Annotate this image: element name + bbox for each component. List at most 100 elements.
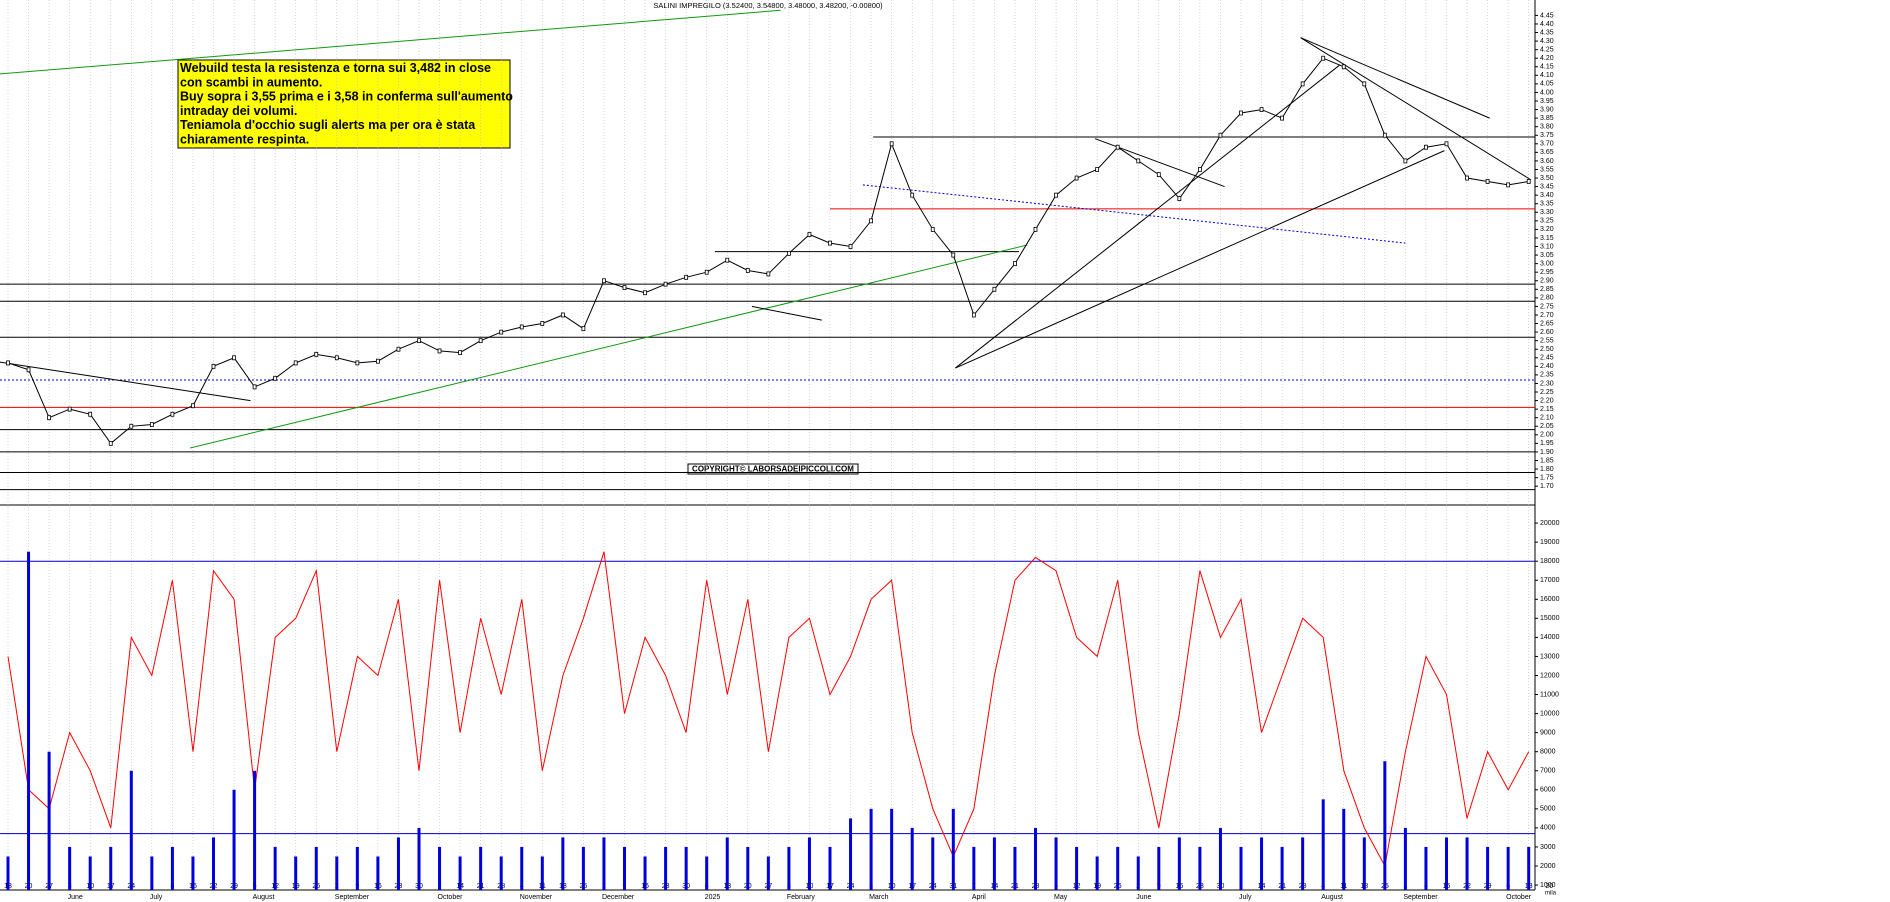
volume-bar xyxy=(910,827,914,890)
trend-line xyxy=(862,184,1406,244)
price-candle xyxy=(1403,158,1408,164)
volume-bar xyxy=(253,770,257,890)
price-candle xyxy=(1218,132,1223,138)
price-candle xyxy=(602,278,606,284)
price-candle xyxy=(828,240,832,246)
volume-bar xyxy=(314,846,318,890)
price-candle xyxy=(622,285,627,290)
volume-bar xyxy=(705,856,709,890)
volume-bar xyxy=(273,846,277,890)
y-tick-label: 3.90 xyxy=(1540,106,1554,113)
volume-bar xyxy=(27,551,31,890)
price-candle xyxy=(910,192,915,198)
price-candle xyxy=(47,415,51,421)
volume-bar xyxy=(1075,846,1079,890)
annotation-text: chiaramente respinta. xyxy=(180,133,309,147)
price-candle xyxy=(560,312,565,318)
price-candle xyxy=(1136,158,1141,164)
volume-bar xyxy=(951,808,955,890)
price-candle xyxy=(1177,196,1182,201)
y-tick-label: 4.25 xyxy=(1540,46,1554,53)
price-candle xyxy=(1506,182,1511,188)
y-tick-label: 1.95 xyxy=(1540,440,1554,447)
y2-tick-label: 12000 xyxy=(1540,672,1560,679)
month-label: November xyxy=(520,894,553,901)
volume-bar xyxy=(1342,808,1346,890)
month-label: September xyxy=(335,894,370,901)
y-tick-label: 2.60 xyxy=(1540,329,1554,336)
y-tick-label: 2.40 xyxy=(1540,363,1554,370)
y-tick-label: 2.45 xyxy=(1540,355,1554,362)
y2-tick-label: 8000 xyxy=(1540,749,1556,756)
volume-bar xyxy=(232,789,236,890)
y-tick-label: 2.15 xyxy=(1540,406,1554,413)
volume-bar xyxy=(1218,827,1222,890)
volume-bar xyxy=(170,846,174,890)
volume-bar xyxy=(643,856,647,890)
month-label: May xyxy=(1054,894,1068,901)
price-candle xyxy=(1485,179,1490,184)
volume-bar xyxy=(849,818,853,890)
volume-bar xyxy=(1095,856,1099,890)
y2-tick-label: 20000 xyxy=(1540,520,1560,527)
y-tick-label: 3.85 xyxy=(1540,115,1554,122)
price-candle xyxy=(1321,55,1326,61)
price-candle xyxy=(663,281,668,287)
trend-line xyxy=(955,150,1445,369)
trend-line xyxy=(189,244,1028,449)
y2-tick-label: 13000 xyxy=(1540,653,1560,660)
volume-bar xyxy=(1054,837,1058,890)
price-candle xyxy=(869,218,873,224)
y2-tick-label: 16000 xyxy=(1540,596,1560,603)
y2-tick-label: 2000 xyxy=(1540,863,1556,870)
chart-title: SALINI IMPREGILO (3.52400, 3.54800, 3.48… xyxy=(653,1,883,10)
volume-bar xyxy=(931,837,935,890)
month-label: July xyxy=(1239,894,1252,901)
volume-bar xyxy=(129,770,133,890)
price-candle xyxy=(1444,141,1449,147)
y2-tick-label: 17000 xyxy=(1540,577,1560,584)
volume-bar xyxy=(88,856,92,890)
volume-bar xyxy=(294,856,298,890)
volume-bar xyxy=(417,827,421,890)
y-tick-label: 4.20 xyxy=(1540,55,1554,62)
volume-bar xyxy=(581,846,585,890)
y-tick-label: 4.10 xyxy=(1540,72,1554,79)
volume-bar xyxy=(1301,837,1305,890)
price-candle xyxy=(1526,179,1531,184)
y-tick-label: 3.60 xyxy=(1540,158,1554,165)
y2-tick-label: 15000 xyxy=(1540,615,1560,622)
price-candle xyxy=(1156,172,1161,178)
volume-bar xyxy=(746,846,750,890)
price-candle xyxy=(170,411,175,417)
price-candle xyxy=(1382,132,1387,138)
price-candle xyxy=(211,363,216,369)
month-label: March xyxy=(869,894,889,901)
volume-bar xyxy=(1403,827,1407,890)
y-tick-label: 1.70 xyxy=(1540,483,1554,490)
volume-bar xyxy=(602,837,606,890)
y-tick-label: 2.25 xyxy=(1540,389,1554,396)
month-label: September xyxy=(1403,894,1438,901)
price-candle xyxy=(1095,167,1100,172)
y-tick-label: 2.05 xyxy=(1540,423,1554,430)
volume-bar xyxy=(869,808,873,890)
volume-bar xyxy=(1506,846,1510,890)
price-candle xyxy=(293,360,298,366)
price-candle xyxy=(1465,175,1469,181)
volume-bar xyxy=(1260,837,1264,890)
volume-bar xyxy=(992,837,996,890)
annotation-text: Teniamola d'occhio sugli alerts ma per o… xyxy=(180,118,476,132)
y-tick-label: 4.15 xyxy=(1540,64,1554,71)
volume-bar xyxy=(1198,846,1202,890)
volume-bar xyxy=(725,837,729,890)
y-tick-label: 2.55 xyxy=(1540,338,1554,345)
price-candle xyxy=(314,351,319,357)
price-candle xyxy=(1074,175,1079,181)
price-candle xyxy=(684,274,689,280)
month-label: July xyxy=(150,894,163,901)
price-candle xyxy=(334,355,339,361)
month-label: October xyxy=(1506,894,1532,901)
y-tick-label: 4.30 xyxy=(1540,38,1554,45)
volume-bar xyxy=(540,856,544,890)
